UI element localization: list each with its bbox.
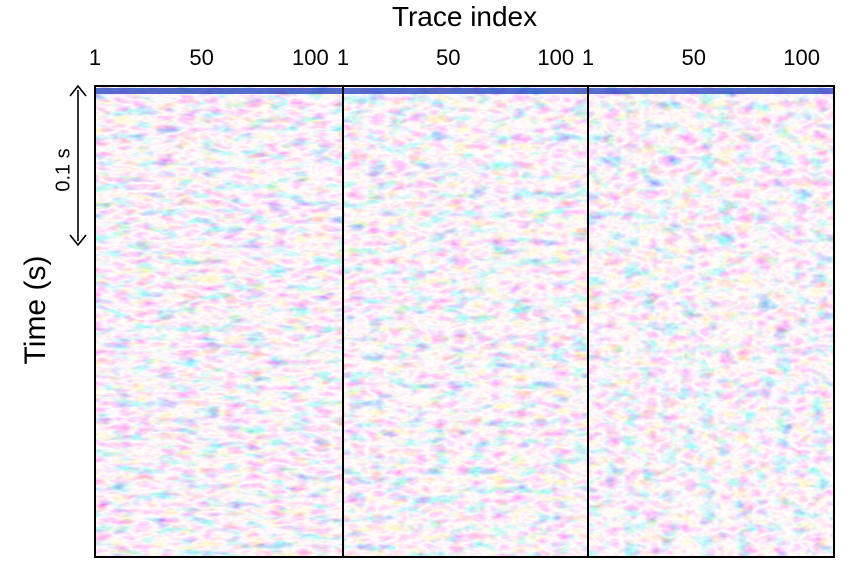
scale-bar-arrow-bottom [69, 234, 87, 247]
scale-bar-arrow-top [69, 84, 87, 97]
x-tick-label: 100 [292, 45, 329, 70]
top-reflection-band-2 [343, 88, 588, 94]
x-tick-label: 50 [436, 45, 461, 70]
panel-border-3 [587, 85, 835, 558]
x-tick-label: 1 [88, 45, 102, 70]
seismic-image-1 [95, 86, 343, 557]
x-tick-label: 50 [189, 45, 214, 70]
seismic-panel-2 [342, 85, 589, 558]
top-reflection-band-3 [588, 88, 834, 94]
top-reflection-band-1 [95, 88, 343, 94]
x-tick-label: 1 [336, 45, 350, 70]
x-tick-label: 100 [783, 45, 820, 70]
time-scale-bar [69, 84, 87, 247]
x-axis-title: Trace index [391, 1, 538, 32]
x-tick-label: 100 [537, 45, 575, 70]
seismic-image-2 [343, 86, 588, 557]
seismic-panel-3 [587, 85, 835, 558]
seismic-panel-1 [94, 85, 344, 558]
x-tick-label: 1 [581, 45, 595, 70]
seismic-image-3 [588, 86, 834, 557]
x-tick-label: 50 [681, 45, 706, 70]
